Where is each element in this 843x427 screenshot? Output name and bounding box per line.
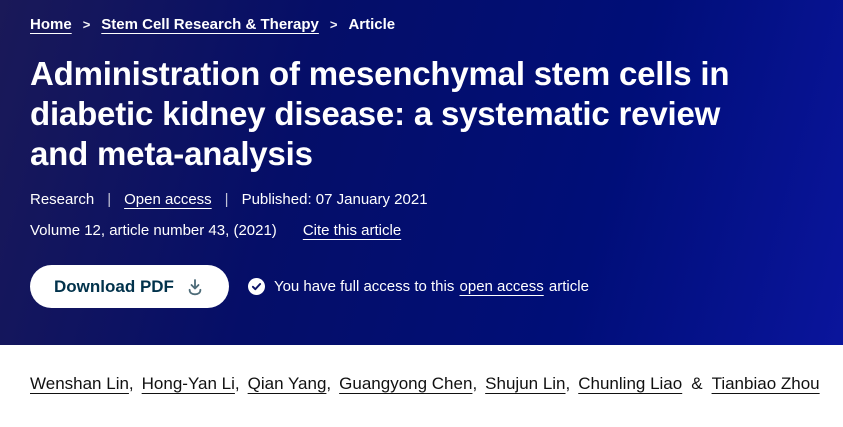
access-notice: You have full access to this open access…: [247, 278, 589, 295]
volume-cite-row: Volume 12, article number 43, (2021) Cit…: [30, 222, 813, 239]
author-separator: ,: [472, 374, 478, 393]
open-access-notice-link[interactable]: open access: [459, 278, 544, 295]
access-notice-prefix: You have full access to this: [273, 278, 455, 295]
author-list: Wenshan Lin, Hong-Yan Li, Qian Yang, Gua…: [0, 345, 843, 394]
download-icon: [188, 278, 202, 295]
check-circle-icon: [247, 278, 265, 295]
author-separator: ,: [565, 374, 571, 393]
author-link[interactable]: Shujun Lin: [485, 374, 566, 393]
author-link[interactable]: Chunling Liao: [578, 374, 683, 393]
breadcrumb: Home > Stem Cell Research & Therapy > Ar…: [30, 16, 813, 33]
author-link[interactable]: Hong-Yan Li: [141, 374, 235, 393]
cite-this-article-link[interactable]: Cite this article: [302, 222, 402, 239]
meta-divider: |: [224, 191, 229, 208]
author-ampersand: &: [691, 374, 703, 393]
download-pdf-label: Download PDF: [54, 276, 174, 296]
author-link[interactable]: Guangyong Chen: [339, 374, 473, 393]
breadcrumb-chevron-icon: >: [329, 17, 338, 32]
meta-divider: |: [107, 191, 112, 208]
article-meta-row: Research | Open access | Published: 07 J…: [30, 191, 813, 208]
volume-info: Volume 12, article number 43, (2021): [30, 222, 277, 239]
breadcrumb-home-link[interactable]: Home: [30, 16, 72, 33]
author-separator: ,: [326, 374, 332, 393]
access-notice-text: You have full access to this open access…: [274, 278, 589, 295]
access-notice-suffix: article: [548, 278, 589, 295]
breadcrumb-chevron-icon: >: [82, 17, 91, 32]
author-link[interactable]: Tianbiao Zhou: [711, 374, 820, 393]
breadcrumb-journal-link[interactable]: Stem Cell Research & Therapy: [101, 16, 319, 33]
published-date: Published: 07 January 2021: [241, 191, 428, 208]
open-access-link[interactable]: Open access: [124, 191, 212, 208]
article-title: Administration of mesenchymal stem cells…: [30, 55, 730, 172]
author-separator: ,: [128, 374, 134, 393]
breadcrumb-current-page: Article: [348, 16, 396, 33]
article-header-banner: Home > Stem Cell Research & Therapy > Ar…: [0, 0, 843, 345]
author-link[interactable]: Wenshan Lin: [30, 374, 129, 393]
article-type-label: Research: [30, 191, 95, 208]
download-pdf-button[interactable]: Download PDF: [30, 265, 229, 308]
author-link[interactable]: Qian Yang: [247, 374, 327, 393]
author-separator: ,: [234, 374, 240, 393]
actions-row: Download PDF You have full access to thi…: [30, 265, 813, 308]
